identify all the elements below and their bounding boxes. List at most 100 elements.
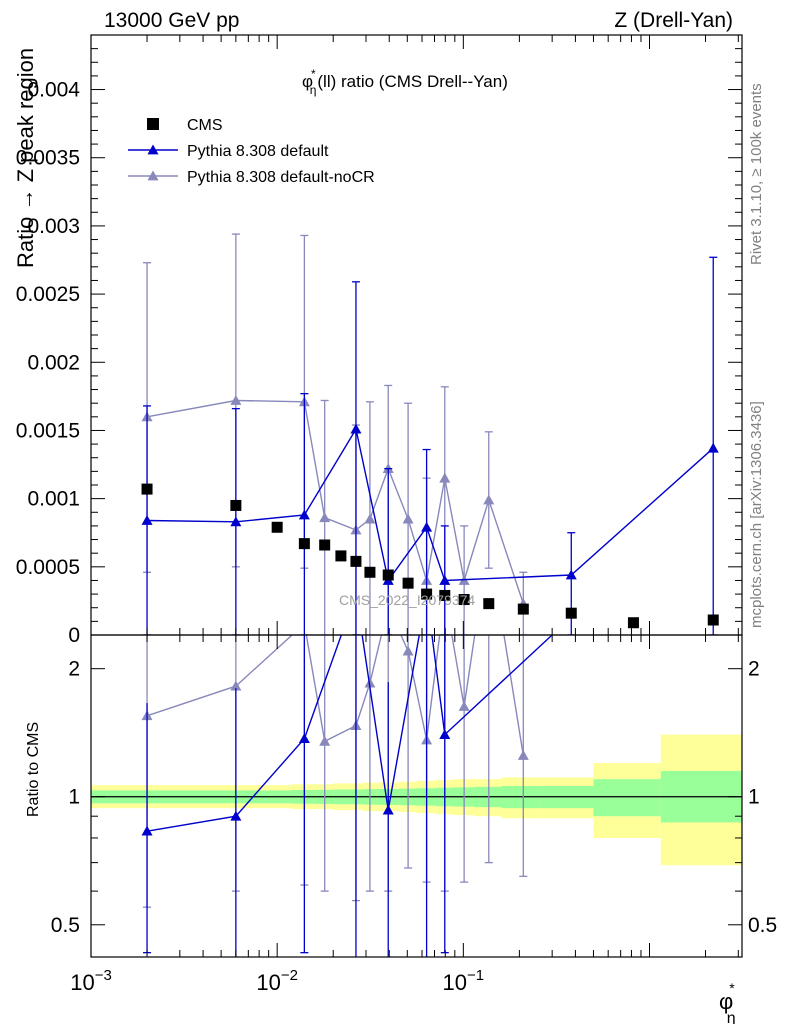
x-label-sup: * bbox=[729, 980, 735, 996]
data-point bbox=[439, 472, 451, 483]
uncertainty-band-inner bbox=[593, 779, 661, 817]
y-tick-label: 0.001 bbox=[27, 488, 80, 511]
ratio-point bbox=[319, 735, 331, 746]
x-label-sub: η bbox=[727, 1010, 736, 1024]
process-label: Z (Drell-Yan) bbox=[614, 9, 733, 32]
data-point bbox=[298, 538, 310, 550]
legend-label: Pythia 8.308 default bbox=[187, 143, 329, 160]
data-point bbox=[141, 514, 153, 525]
main-title: φ* η(ll) ratio (CMS Drell--Yan) bbox=[302, 67, 508, 97]
data-point bbox=[483, 494, 495, 505]
x-tick-label-base: 10 bbox=[70, 970, 94, 995]
ratio-point bbox=[230, 680, 242, 691]
ratio-point bbox=[364, 677, 376, 688]
data-point bbox=[230, 516, 242, 527]
legend-label: CMS bbox=[187, 117, 223, 134]
x-tick-label-base: 10 bbox=[256, 970, 280, 995]
data-point bbox=[627, 617, 639, 629]
series-cms bbox=[141, 483, 719, 629]
legend-marker bbox=[147, 170, 159, 181]
data-point bbox=[565, 569, 577, 580]
data-point bbox=[707, 442, 719, 453]
x-tick-label-exp: −2 bbox=[281, 967, 298, 984]
data-point bbox=[382, 569, 394, 581]
y-tick-label: 0.0025 bbox=[16, 283, 80, 306]
legend-label: Pythia 8.308 default-noCR bbox=[187, 169, 375, 186]
data-point bbox=[230, 394, 242, 405]
data-point bbox=[439, 574, 451, 585]
ratio-frame bbox=[90, 634, 743, 958]
y-tick-label: 0 bbox=[68, 624, 80, 647]
data-point bbox=[364, 566, 376, 578]
y-tick-label: 0.0035 bbox=[16, 147, 80, 170]
ratio-y-tick-label-right: 2 bbox=[748, 658, 760, 681]
series-pythia-8-308-default bbox=[141, 256, 719, 635]
data-point bbox=[230, 499, 242, 511]
ratio-series-pythia-8-308-default bbox=[141, 635, 553, 957]
ratio-line bbox=[146, 635, 553, 832]
x-tick-label: 10−2 bbox=[256, 967, 298, 995]
data-point bbox=[350, 423, 362, 434]
y-tick-label: 0.0005 bbox=[16, 556, 80, 579]
data-point bbox=[439, 589, 451, 601]
ratio-y-axis-label: Ratio to CMS bbox=[25, 722, 42, 817]
x-tick-label: 10−1 bbox=[443, 967, 485, 995]
data-point bbox=[319, 539, 331, 551]
x-tick-label-exp: −1 bbox=[467, 967, 484, 984]
data-point bbox=[517, 603, 529, 615]
x-axis-label: φ* η bbox=[719, 980, 736, 1024]
ratio-point bbox=[439, 729, 451, 739]
series-pythia-8-308-default-nocr bbox=[141, 233, 529, 635]
mcplots-label: mcplots.cern.ch [arXiv:1306.3436] bbox=[748, 401, 765, 628]
ratio-y-tick-label-right: 1 bbox=[748, 786, 760, 809]
ratio-y-tick-label: 2 bbox=[68, 658, 80, 681]
title-sub: η bbox=[310, 83, 317, 97]
data-point bbox=[402, 577, 414, 589]
ratio-point bbox=[298, 733, 310, 743]
title-rest: (ll) ratio (CMS Drell--Yan) bbox=[317, 72, 507, 91]
ratio-point bbox=[402, 645, 414, 656]
main-y-axis-label: Ratio → Z peak region bbox=[13, 48, 38, 268]
y-tick-label: 0.002 bbox=[27, 351, 80, 374]
y-tick-label: 0.004 bbox=[27, 79, 80, 102]
data-point bbox=[421, 588, 433, 600]
ratio-y-tick-label: 1 bbox=[68, 786, 80, 809]
title-symbol: φ bbox=[302, 72, 313, 91]
data-point bbox=[319, 512, 331, 523]
legend: CMS Pythia 8.308 default Pythia 8.308 defa… bbox=[128, 117, 375, 186]
ratio-point bbox=[517, 750, 529, 760]
ratio-point bbox=[141, 825, 153, 836]
legend-marker bbox=[147, 144, 159, 155]
x-label-symbol: φ bbox=[719, 989, 733, 1014]
data-point bbox=[350, 555, 362, 567]
y-tick-label: 0.0015 bbox=[16, 419, 80, 442]
data-point bbox=[421, 521, 433, 532]
data-point bbox=[707, 614, 719, 626]
ratio-y-tick-label-right: 0.5 bbox=[748, 914, 777, 937]
rivet-label: Rivet 3.1.10, ≥ 100k events bbox=[748, 83, 765, 265]
ratio-y-tick-label: 0.5 bbox=[51, 914, 80, 937]
ratio-series-pythia-8-308-default-nocr bbox=[141, 635, 529, 908]
data-point bbox=[565, 607, 577, 619]
data-point bbox=[483, 598, 495, 610]
series-line bbox=[146, 399, 524, 604]
watermark: CMS_2022_I2079374 bbox=[339, 592, 475, 608]
data-point bbox=[458, 594, 470, 606]
x-tick-label: 10−3 bbox=[70, 967, 112, 995]
data-point bbox=[141, 483, 153, 495]
data-point bbox=[402, 513, 414, 524]
x-tick-label-exp: −3 bbox=[95, 967, 112, 984]
ratio-point bbox=[230, 810, 242, 821]
legend-marker bbox=[147, 118, 159, 130]
x-tick-label-base: 10 bbox=[443, 970, 467, 995]
data-point bbox=[335, 550, 347, 562]
energy-label: 13000 GeV pp bbox=[104, 9, 239, 32]
data-point bbox=[298, 509, 310, 520]
data-point bbox=[271, 521, 283, 533]
data-point bbox=[364, 513, 376, 524]
ratio-point bbox=[458, 700, 470, 711]
y-tick-label: 0.003 bbox=[27, 215, 80, 238]
title-sup: * bbox=[311, 67, 316, 81]
ratio-point bbox=[382, 804, 394, 815]
